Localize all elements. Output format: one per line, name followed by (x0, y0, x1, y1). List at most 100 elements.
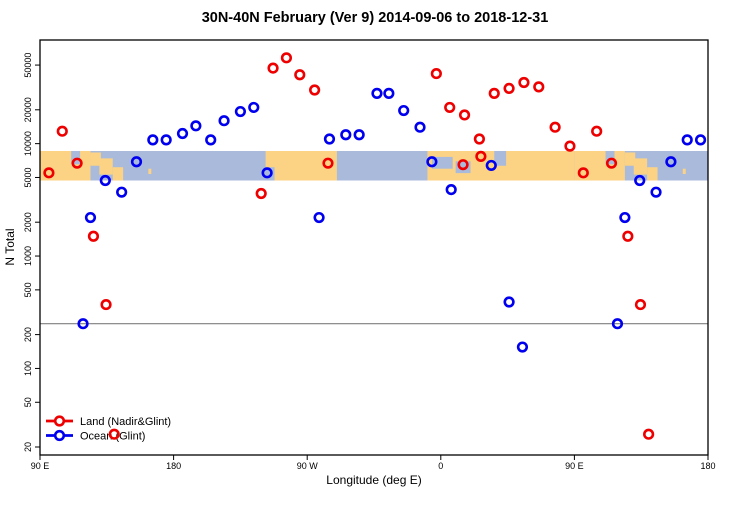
y-tick-label: 20 (23, 442, 33, 452)
y-tick-label: 5000 (23, 167, 33, 187)
data-point-land (473, 133, 485, 145)
x-tick-label: 90 E (31, 461, 50, 471)
y-tick-label: 1000 (23, 246, 33, 266)
data-point-ocean (426, 156, 438, 168)
map-strip-ocean-patch (455, 161, 471, 174)
data-point-land (309, 84, 321, 96)
data-point-ocean (353, 129, 365, 141)
data-point-ocean (383, 87, 395, 99)
map-strip-land-patch (647, 167, 658, 181)
map-strip-land-patch (112, 167, 124, 181)
data-point-land (108, 428, 120, 440)
data-point-land (458, 109, 471, 121)
map-strip-ocean-patch (494, 150, 507, 166)
data-point-ocean (445, 184, 457, 196)
data-point-land (591, 125, 603, 137)
legend-land-label: Land (Nadir&Glint) (80, 416, 171, 428)
x-tick-label: 90 W (297, 461, 319, 471)
y-tick-label: 200 (23, 327, 33, 342)
y-tick-label: 500 (23, 282, 33, 297)
map-strip (40, 150, 708, 181)
data-point-land (564, 140, 576, 152)
map-strip-ocean-patch (431, 156, 453, 169)
data-point-ocean (205, 134, 217, 146)
data-point-land (43, 167, 55, 179)
data-point-land (255, 187, 267, 200)
data-point-ocean (681, 134, 693, 146)
map-strip-land-patch (90, 152, 101, 166)
data-point-ocean (130, 156, 143, 168)
y-tick-label: 10000 (23, 131, 33, 156)
data-point-ocean (190, 120, 202, 132)
data-point-ocean (340, 129, 352, 141)
data-point-land (577, 167, 589, 179)
data-point-land (518, 76, 530, 89)
data-point-ocean (77, 318, 89, 330)
data-point-ocean (485, 159, 497, 172)
legend-ocean-open-circle-icon (53, 429, 66, 442)
map-strip-land-patch (633, 158, 648, 175)
data-point-land (622, 230, 634, 242)
data-point-land (643, 428, 655, 440)
map-strip-ocean-patch (605, 150, 615, 165)
data-point-land (444, 101, 456, 114)
data-point-ocean (398, 104, 410, 117)
data-point-land (294, 69, 306, 81)
chart-title: 30N-40N February (Ver 9) 2014-09-06 to 2… (202, 10, 549, 26)
data-point-land (488, 87, 500, 99)
data-point-ocean (218, 115, 230, 127)
data-point-ocean (619, 211, 631, 224)
x-tick-label: 180 (166, 461, 181, 471)
data-point-land (533, 81, 545, 93)
y-tick-label: 50 (23, 397, 33, 407)
data-point-ocean (261, 167, 273, 179)
data-point-ocean (116, 186, 128, 198)
data-point-ocean (84, 211, 97, 224)
data-point-ocean (414, 121, 426, 133)
data-point-land (87, 230, 100, 242)
data-point-ocean (516, 341, 529, 353)
data-point-ocean (694, 134, 707, 146)
x-tick-label: 90 E (565, 461, 584, 471)
data-point-ocean (665, 156, 677, 168)
data-point-land (634, 298, 647, 311)
data-point-land (605, 157, 618, 169)
x-tick-label: 180 (700, 461, 715, 471)
plot-frame-box (39, 39, 709, 456)
data-point-ocean (371, 87, 383, 99)
data-point-land (280, 52, 293, 64)
data-point-ocean (147, 134, 159, 146)
data-point-ocean (611, 318, 624, 330)
map-strip-land-patch (148, 168, 152, 175)
legend: Land (Nadir&Glint) Ocean (Glint) (46, 415, 171, 443)
data-point-land (322, 157, 334, 169)
x-tick-label: 0 (438, 461, 443, 471)
data-point-ocean (248, 101, 260, 114)
data-points (43, 52, 707, 440)
y-tick-label: 2000 (23, 212, 33, 232)
map-strip-land-patch (624, 152, 636, 166)
map-strip-ocean-patch (264, 167, 275, 181)
map-strip-land-patch (99, 158, 113, 175)
y-tick-label: 100 (23, 361, 33, 376)
data-point-ocean (323, 133, 336, 145)
legend-ocean-label: Ocean (Glint) (80, 431, 145, 443)
data-point-land (475, 150, 487, 162)
x-axis: 90 E 180 90 W 0 90 E 180 (31, 455, 716, 471)
data-point-land (267, 62, 279, 74)
plot-frame (39, 39, 709, 456)
y-axis: 20 50 100 200 500 1000 2000 5000 10000 20000 50000 (23, 53, 40, 452)
data-point-land (100, 298, 112, 311)
data-point-ocean (313, 211, 325, 224)
data-point-ocean (634, 174, 646, 187)
x-axis-title: Longitude (deg E) (326, 473, 421, 487)
data-point-land (549, 121, 561, 133)
legend-land-open-circle-icon (53, 415, 66, 427)
data-point-land (430, 67, 442, 80)
map-strip-land-patch (682, 168, 686, 175)
data-point-land (56, 125, 68, 137)
data-point-ocean (160, 134, 172, 146)
